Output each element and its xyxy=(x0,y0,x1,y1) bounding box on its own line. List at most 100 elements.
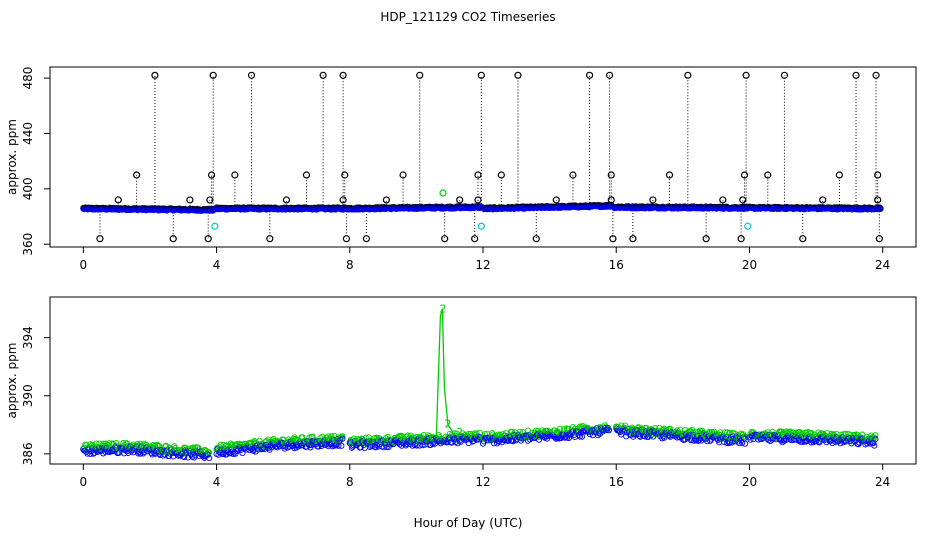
spike-point xyxy=(342,235,351,243)
spike-point xyxy=(133,171,141,179)
spike-point xyxy=(552,196,560,204)
spike-point xyxy=(416,71,424,79)
data-point-green xyxy=(331,432,338,439)
spike-point xyxy=(514,71,522,79)
data-point-green xyxy=(339,433,346,440)
spike-point xyxy=(799,235,807,243)
spike-point xyxy=(740,171,749,179)
y-tick-label: 394 xyxy=(21,326,35,349)
spike-point xyxy=(319,71,327,79)
x-tick-label: 24 xyxy=(875,258,890,272)
spike-point xyxy=(607,196,615,204)
data-point-green xyxy=(93,440,100,447)
spike-point xyxy=(629,235,637,243)
spike-point xyxy=(204,235,212,243)
green-point-label: 2 xyxy=(416,432,423,445)
y-tick-label: 440 xyxy=(21,122,35,145)
green-point xyxy=(439,189,447,197)
spike-point xyxy=(302,171,311,179)
spike-point xyxy=(819,196,827,204)
spike-point xyxy=(209,71,217,79)
data-point-green xyxy=(206,449,213,456)
y-axis-label: approx. ppm xyxy=(5,119,19,195)
x-tick-label: 4 xyxy=(213,258,221,272)
data-point-blue xyxy=(578,433,585,440)
plot-frame xyxy=(49,66,917,248)
x-axis-label: Hour of Day (UTC) xyxy=(414,516,523,530)
spike-point xyxy=(186,196,194,204)
spike-point xyxy=(339,71,347,79)
spike-point xyxy=(835,171,843,179)
data-point-blue xyxy=(576,433,583,440)
data-point-blue xyxy=(181,454,188,461)
x-tick-label: 16 xyxy=(609,258,624,272)
x-tick-label: 20 xyxy=(742,475,757,489)
spike-point xyxy=(341,171,349,179)
chart-title: HDP_121129 CO2 Timeseries xyxy=(380,10,555,24)
data-point-blue xyxy=(840,439,847,446)
data-point-green xyxy=(824,430,831,437)
x-tick-label: 8 xyxy=(346,475,354,489)
green-point-label: 2 xyxy=(440,303,447,316)
data-point-blue xyxy=(816,439,823,446)
x-tick-label: 0 xyxy=(79,475,87,489)
green-trace-line xyxy=(435,308,454,436)
spike-point xyxy=(719,196,727,204)
data-point-blue xyxy=(87,450,94,458)
data-point-green xyxy=(674,427,681,434)
data-point-green xyxy=(100,440,107,447)
spike-point xyxy=(874,171,882,179)
data-point-green xyxy=(384,433,391,440)
spike-point xyxy=(569,171,577,179)
spike-point xyxy=(96,235,104,243)
data-point-blue xyxy=(231,449,238,456)
x-tick-label: 16 xyxy=(609,475,624,489)
spike-point xyxy=(649,196,657,204)
spike-point xyxy=(169,235,177,243)
cyan-point xyxy=(477,222,485,230)
data-point-blue xyxy=(563,434,570,441)
y-tick-label: 390 xyxy=(21,384,35,407)
data-point-blue xyxy=(429,440,436,447)
cyan-point xyxy=(744,222,752,230)
spike-point xyxy=(742,71,750,79)
spike-point xyxy=(737,235,745,243)
data-point-blue xyxy=(339,435,346,442)
data-point-blue xyxy=(562,433,569,440)
spike-point xyxy=(206,196,214,204)
y-tick-label: 360 xyxy=(21,233,35,256)
data-point-blue xyxy=(877,205,884,212)
spike-point xyxy=(247,71,256,79)
data-point-blue xyxy=(535,436,543,443)
spike-point xyxy=(362,235,371,243)
spike-point xyxy=(266,235,274,243)
data-point-blue xyxy=(855,441,862,448)
data-point-blue xyxy=(742,440,749,447)
spike-point xyxy=(605,71,614,79)
spike-point xyxy=(852,71,860,79)
y-tick-label: 386 xyxy=(21,442,35,465)
spike-point xyxy=(477,71,485,79)
data-point-green xyxy=(808,430,815,437)
spike-point xyxy=(382,196,391,204)
data-point-green xyxy=(348,437,355,444)
data-point-blue xyxy=(605,427,612,434)
data-point-green xyxy=(476,429,483,436)
data-point-blue xyxy=(815,438,822,445)
green-point-label: 2 xyxy=(456,426,463,439)
spike-point xyxy=(780,71,789,79)
data-point-green xyxy=(872,432,879,439)
data-point-green xyxy=(290,435,297,442)
spike-point xyxy=(399,171,407,179)
spike-point xyxy=(665,171,674,179)
spike-point xyxy=(471,235,479,243)
spike-point xyxy=(456,196,464,204)
x-tick-label: 12 xyxy=(475,258,490,272)
data-point-green xyxy=(796,428,803,435)
green-point-label: 2 xyxy=(445,417,452,430)
spike-point xyxy=(497,171,505,179)
spike-point xyxy=(282,196,291,204)
data-point-blue xyxy=(497,436,505,443)
